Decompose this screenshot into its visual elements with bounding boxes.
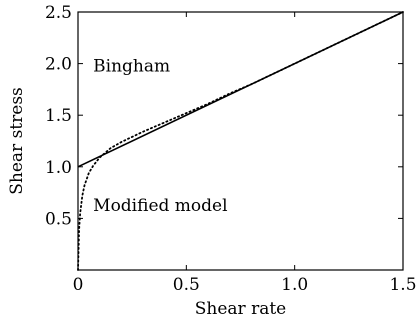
x-tick-label: 0.5 — [173, 275, 200, 295]
plot-frame — [77, 11, 404, 271]
y-axis-label: Shear stress — [7, 87, 27, 195]
x-tick-label: 1.0 — [281, 275, 308, 295]
series-layer — [77, 11, 404, 271]
series-line-dotted — [77, 11, 404, 271]
y-tick-label: 2.5 — [45, 3, 72, 23]
y-tick-label: 2.0 — [45, 55, 72, 75]
y-tick-label: 1.5 — [45, 106, 72, 126]
y-tick-label: 0.5 — [45, 209, 72, 229]
annotation-modified-model: Modified model — [93, 196, 227, 216]
ticks: 0 0.5 1.0 1.5 0.5 1.0 1.5 2.0 2.5 — [45, 3, 417, 295]
x-tick-label: 0 — [73, 275, 84, 295]
annotation-bingham: Bingham — [93, 57, 170, 77]
plot-group: 0 0.5 1.0 1.5 0.5 1.0 1.5 2.0 2.5 Bingham Modifi… — [7, 3, 417, 319]
x-axis-label: Shear rate — [195, 299, 286, 319]
x-tick-label: 1.5 — [389, 275, 416, 295]
y-tick-label: 1.0 — [45, 158, 72, 178]
annotations: Bingham Modified model — [93, 57, 227, 216]
